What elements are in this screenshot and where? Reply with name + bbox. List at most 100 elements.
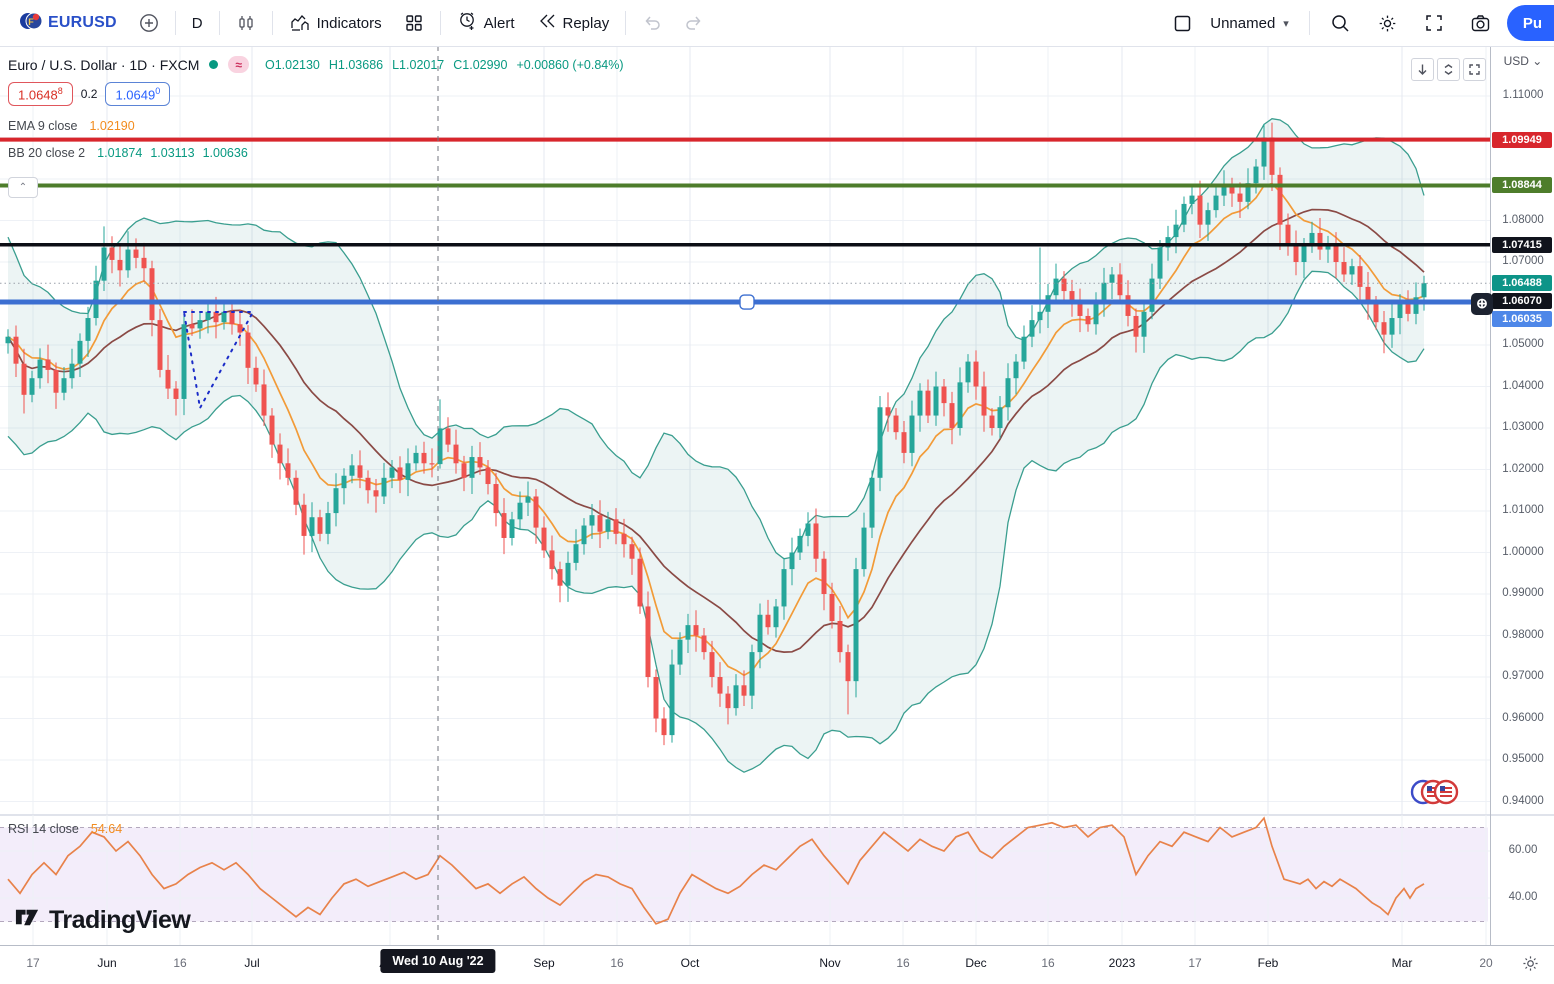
time-tick: 17 (1188, 956, 1202, 970)
bb-lower-value: 1.00636 (202, 146, 248, 161)
indicators-button[interactable]: Indicators (279, 7, 392, 39)
price-tick: 0.98000 (1502, 628, 1544, 641)
economic-event-flags-icon[interactable] (1410, 779, 1459, 805)
indicators-label: Indicators (316, 14, 382, 32)
price-label-badge: 1.07415 (1492, 236, 1552, 253)
interval-button[interactable]: D (191, 14, 203, 32)
redo-button[interactable] (674, 7, 714, 39)
price-label-badge: 1.06035 (1492, 311, 1552, 328)
alert-button[interactable]: Alert (447, 7, 525, 39)
price-axis-currency[interactable]: USD ⌄ (1503, 54, 1543, 68)
replay-rewind-icon (537, 11, 557, 35)
chevron-down-icon: ▾ (1283, 17, 1289, 30)
indicator-templates-button[interactable] (394, 7, 434, 39)
pane-controls (1411, 58, 1486, 81)
time-tick: 16 (896, 956, 910, 970)
svg-text:F: F (28, 17, 34, 27)
price-tick: 1.03000 (1502, 421, 1544, 433)
price-label-badge: 1.08844 (1492, 177, 1552, 194)
time-tick: Oct (680, 956, 700, 970)
price-tick: 1.05000 (1502, 338, 1544, 350)
line-drag-handle[interactable] (739, 294, 755, 310)
toolbar-separator (174, 11, 176, 35)
compare-add-button[interactable] (129, 7, 169, 39)
rsi-indicator-row[interactable]: RSI 14 close 54.64 (8, 822, 122, 836)
rsi-tick: 40.00 (1508, 891, 1538, 903)
market-status-icon (209, 60, 219, 69)
toolbar-separator (439, 11, 441, 35)
price-tick: 1.07000 (1502, 255, 1544, 267)
rsi-line[interactable] (7, 816, 1425, 925)
time-tick: 16 (173, 956, 187, 970)
move-pane-down-button[interactable] (1411, 58, 1434, 81)
time-axis[interactable]: 17Jun16JulAugSep16OctNov16Dec16202317Feb… (0, 945, 1554, 984)
fullscreen-button[interactable] (1414, 7, 1454, 39)
candles-layer[interactable] (5, 122, 1427, 746)
time-axis-settings-gear-icon[interactable] (1521, 954, 1540, 978)
buy-ask-button[interactable]: 1.06490 (105, 82, 171, 107)
rsi-chart-canvas[interactable] (0, 815, 1490, 945)
bb-indicator-row[interactable]: BB 20 close 2 1.01874 1.03113 1.00636 (8, 146, 624, 160)
collapse-pane-icon-button[interactable] (1437, 58, 1460, 81)
pane-resize-handle[interactable] (0, 814, 1490, 816)
bb-upper-value: 1.03113 (150, 146, 195, 161)
time-tick: 16 (610, 956, 624, 970)
symbol-flag-icon: F (20, 10, 43, 36)
open-value: O1.02130 (264, 57, 320, 72)
replay-label: Replay (562, 14, 610, 32)
top-toolbar: F EURUSD D Indicators (0, 0, 1554, 47)
time-tick: Jul (244, 956, 260, 970)
maximize-pane-button[interactable] (1463, 58, 1486, 81)
triangle-pattern-drawing[interactable] (182, 311, 255, 411)
spread-value: 0.2 (80, 87, 98, 102)
collapse-pane-button[interactable]: ⌃ (8, 177, 38, 198)
sell-bid-button[interactable]: 1.06488 (8, 82, 73, 107)
add-alert-plus-button[interactable]: ⊕ (1471, 292, 1493, 315)
layout-name-label: Unnamed (1210, 14, 1276, 32)
bollinger-lower-line[interactable] (7, 270, 1425, 773)
data-delay-badge[interactable]: ≈ (228, 56, 249, 73)
indicators-icon (289, 10, 311, 36)
chart-style-button[interactable] (226, 7, 266, 39)
chart-legend: Euro / U.S. Dollar · 1D · FXCM ≈ O1.0213… (8, 56, 624, 160)
price-tick: 1.08000 (1502, 213, 1544, 226)
quick-search-button[interactable] (1320, 7, 1361, 39)
time-tick: Dec (965, 956, 987, 970)
toolbar-separator (625, 11, 627, 35)
ema-indicator-row[interactable]: EMA 9 close 1.02190 (8, 119, 624, 133)
tradingview-logo-icon (14, 904, 41, 936)
layout-name-button[interactable]: Unnamed ▾ (1208, 7, 1299, 39)
price-tick: 1.01000 (1502, 504, 1544, 516)
publish-button[interactable]: Pu (1506, 5, 1554, 41)
time-tick: Mar (1391, 956, 1413, 970)
bb-label: BB 20 close 2 (8, 146, 86, 161)
symbol-label: EURUSD (48, 14, 117, 31)
bollinger-basis-line[interactable] (7, 208, 1425, 653)
price-tick: 0.97000 (1502, 670, 1544, 682)
rsi-value: 54.64 (90, 822, 123, 836)
price-tick: 0.99000 (1502, 587, 1544, 599)
toolbar-separator (271, 11, 273, 35)
tradingview-watermark: TradingView (14, 904, 191, 936)
undo-button[interactable] (632, 7, 672, 39)
replay-button[interactable]: Replay (527, 7, 620, 39)
price-axis[interactable]: USD ⌄ 1.11000 1.08000 1.07000 1.05000 1.0400… (1471, 46, 1554, 945)
toolbar-separator (1308, 11, 1310, 35)
screenshot-camera-button[interactable] (1460, 7, 1501, 39)
time-tick: 17 (26, 956, 40, 970)
price-chart-canvas[interactable] (0, 46, 1490, 815)
symbol-search-button[interactable]: F EURUSD (10, 7, 127, 39)
price-tick: 0.95000 (1502, 753, 1544, 765)
bb-basis-value: 1.01874 (97, 146, 143, 161)
price-label-badge: 1.09949 (1492, 131, 1552, 148)
bollinger-fill (8, 118, 1424, 773)
time-tick: 2023 (1108, 956, 1136, 970)
save-layout-button[interactable] (1163, 7, 1202, 39)
chart-pane[interactable]: Euro / U.S. Dollar · 1D · FXCM ≈ O1.0213… (0, 46, 1490, 945)
bollinger-upper-line[interactable] (7, 118, 1425, 560)
change-value: +0.00860 (+0.84%) (516, 57, 624, 72)
price-tick: 0.96000 (1502, 711, 1544, 724)
settings-button[interactable] (1367, 7, 1408, 39)
symbol-title[interactable]: Euro / U.S. Dollar · 1D · FXCM (8, 56, 200, 73)
